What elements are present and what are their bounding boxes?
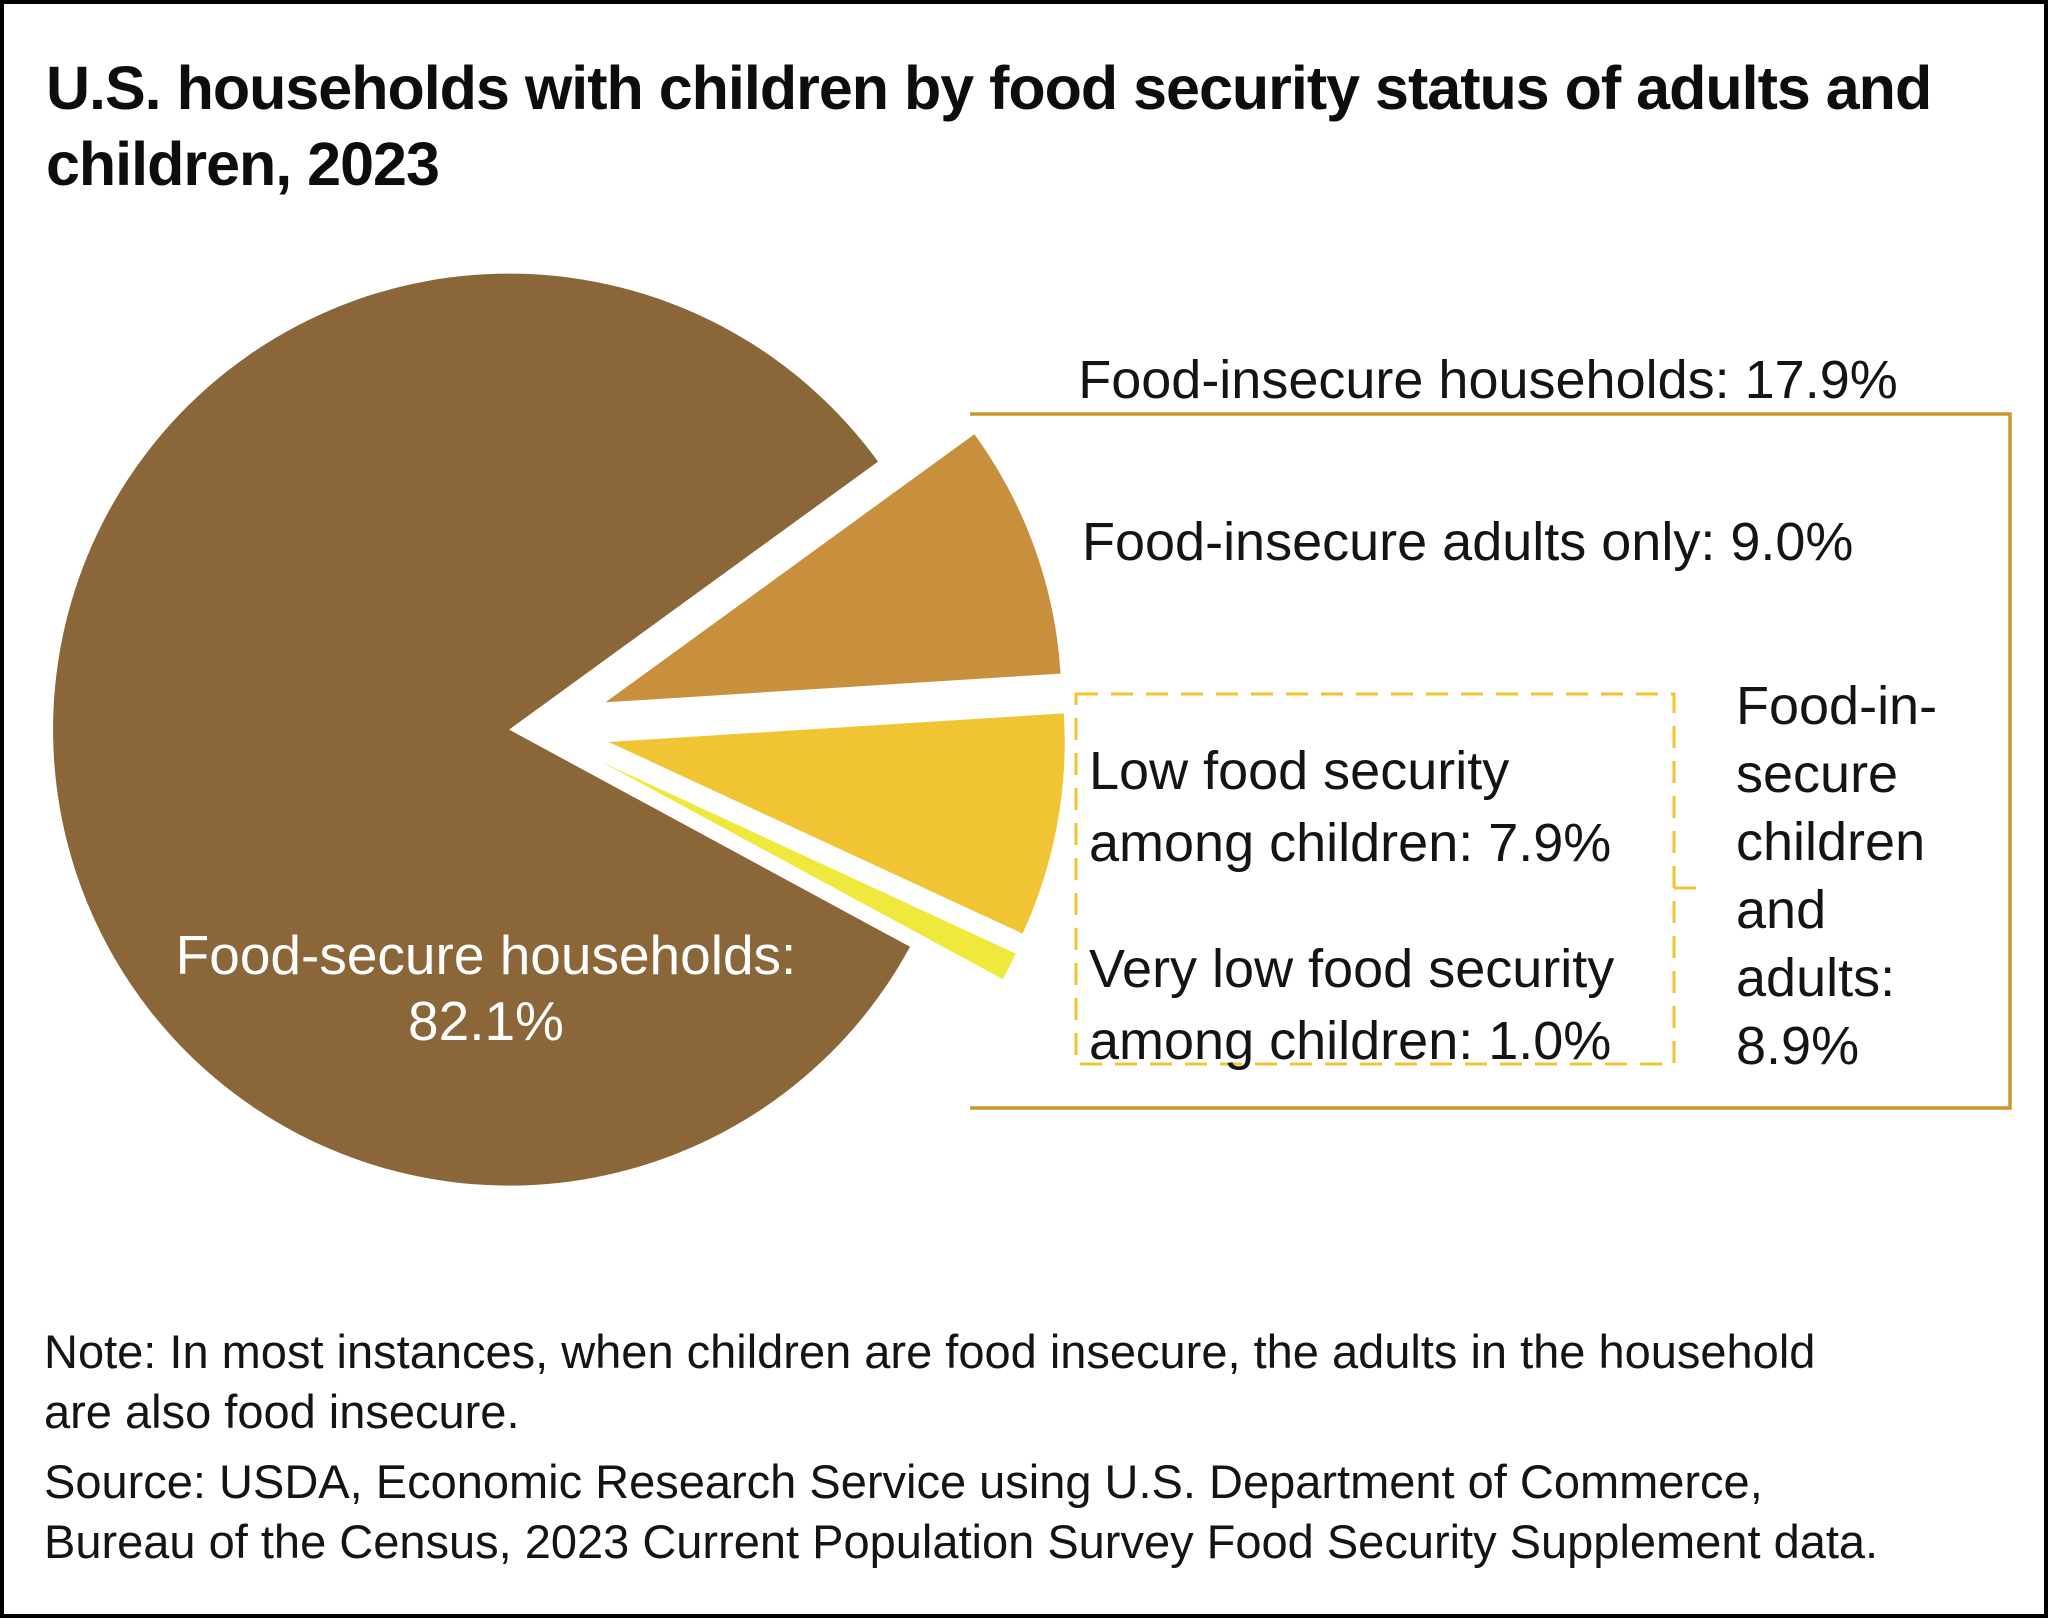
pie-slice-low-children	[608, 713, 1065, 934]
pie-slices	[53, 273, 1065, 1186]
label-very-low-food-security-children: Very low food security among children: 1…	[1089, 939, 1615, 1071]
children-group-dashed-box	[1074, 692, 1676, 1066]
food-insecure-group-bracket	[970, 412, 2012, 1110]
label-food-insecure-adults-only: Food-insecure adults only: 9.0%	[1082, 512, 1854, 572]
label-food-secure-households: Food-secure households: 82.1%	[175, 924, 797, 1052]
pie-slice-food-secure	[53, 273, 910, 1186]
chart-note: Note: In most instances, when children a…	[44, 1325, 1816, 1438]
label-food-insecure-households: Food-insecure households: 17.9%	[1078, 350, 1898, 410]
label-food-insecure-children-and-adults: Food-in- secure children and adults: 8.9…	[1736, 676, 1938, 1076]
chart-title: U.S. households with children by food se…	[46, 54, 1932, 198]
pie-chart-figure	[53, 273, 2012, 1186]
pie-slice-very-low-children	[601, 762, 1016, 980]
pie-slice-fi-adults-only	[605, 434, 1061, 703]
chart-source: Source: USDA, Economic Research Service …	[44, 1455, 1879, 1568]
label-low-food-security-children: Low food security among children: 7.9%	[1089, 741, 1612, 873]
